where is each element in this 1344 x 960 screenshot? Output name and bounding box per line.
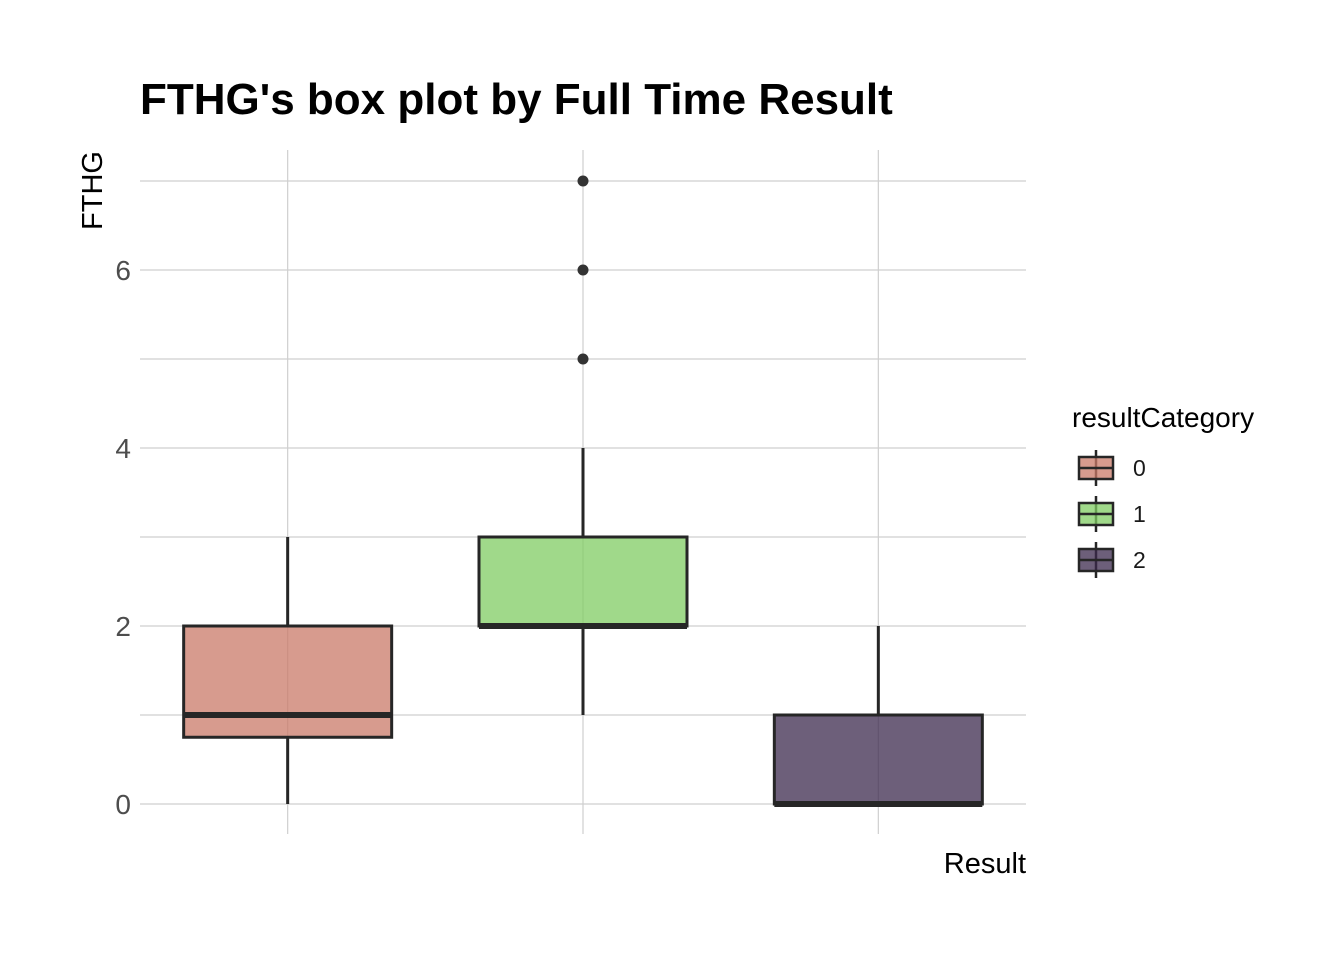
- legend-title: resultCategory: [1072, 402, 1254, 433]
- outlier-point: [577, 353, 589, 365]
- y-axis-ticks: 0 2 4 6: [115, 255, 131, 820]
- legend-item-1: 1: [1077, 496, 1146, 532]
- box-group-2: [772, 626, 984, 807]
- legend-label: 0: [1133, 455, 1146, 481]
- outlier-point: [577, 175, 589, 187]
- legend-item-0: 0: [1077, 450, 1146, 486]
- legend-item-2: 2: [1077, 542, 1146, 578]
- x-axis-title: Result: [944, 848, 1026, 880]
- box-group-1: [477, 175, 689, 715]
- y-tick-label: 0: [115, 789, 131, 820]
- box: [182, 624, 394, 739]
- legend-label: 1: [1133, 501, 1146, 527]
- legend-label: 2: [1133, 547, 1146, 573]
- box: [477, 535, 689, 628]
- legend: resultCategory 0 1 2: [1072, 402, 1254, 578]
- box-group-0: [182, 537, 394, 804]
- outlier-point: [577, 264, 589, 276]
- y-axis-title: FTHG: [77, 151, 109, 230]
- chart-title: FTHG's box plot by Full Time Result: [140, 75, 893, 124]
- box: [772, 713, 984, 806]
- boxes: [182, 175, 984, 807]
- y-tick-label: 6: [115, 255, 131, 286]
- y-tick-label: 2: [115, 611, 131, 642]
- y-tick-label: 4: [115, 433, 131, 464]
